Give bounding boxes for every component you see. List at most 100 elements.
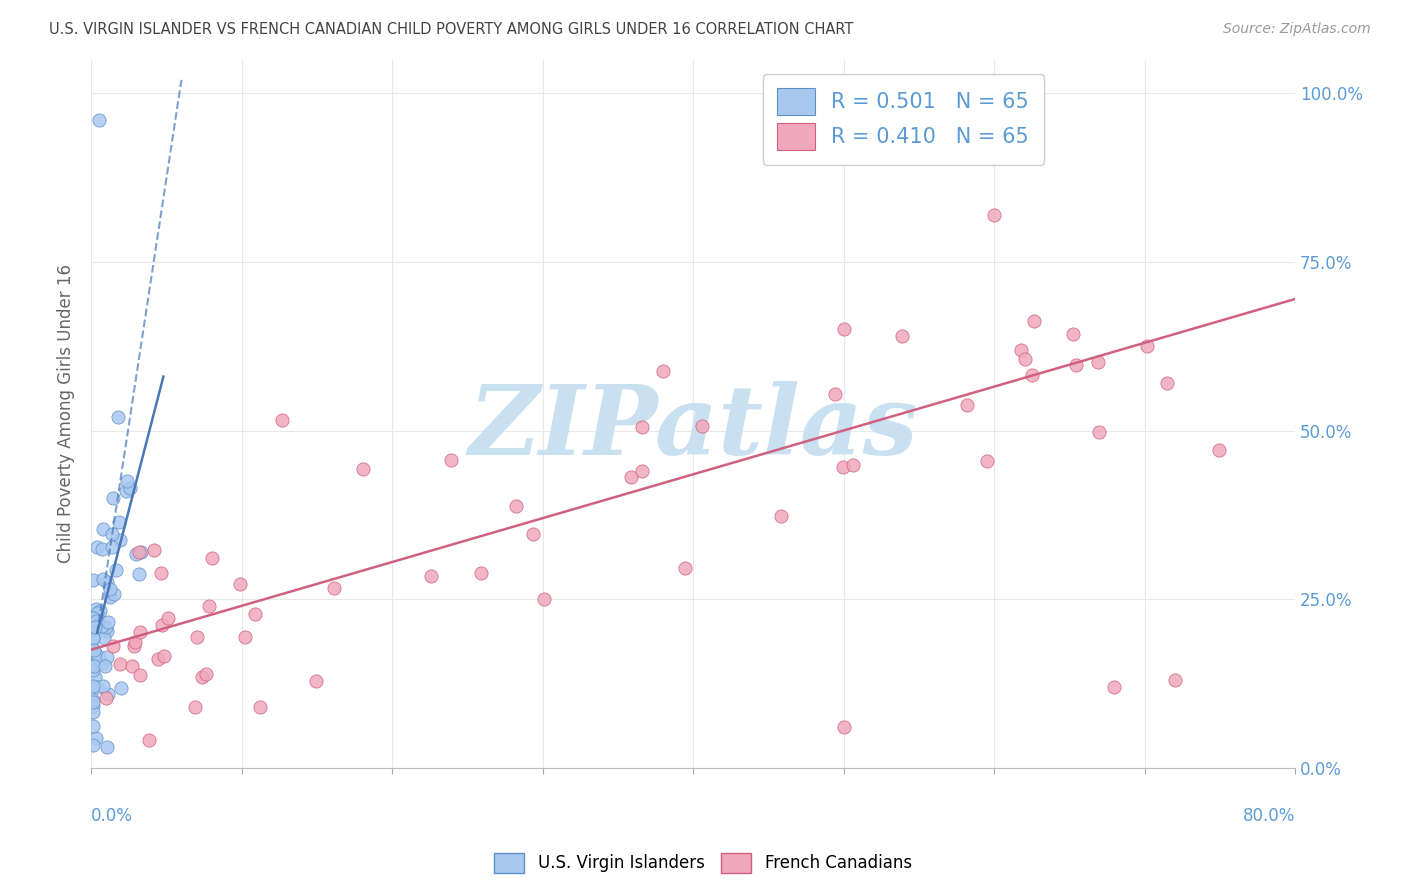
Point <box>82 718 104 732</box>
Point <box>82 705 104 719</box>
Point <box>108 657 131 672</box>
Point <box>229 576 252 591</box>
Text: 0.0%: 0.0% <box>91 806 134 824</box>
Point <box>305 673 328 688</box>
Point <box>420 569 443 583</box>
Point <box>831 460 853 475</box>
Point <box>82 642 104 657</box>
Point <box>1087 355 1109 369</box>
Point <box>146 652 169 666</box>
Point <box>82 573 104 587</box>
Point <box>84 731 107 746</box>
Point <box>128 668 150 682</box>
Point <box>129 545 152 559</box>
Point <box>91 679 114 693</box>
Point <box>94 690 117 705</box>
Point <box>82 692 104 706</box>
Legend: U.S. Virgin Islanders, French Canadians: U.S. Virgin Islanders, French Canadians <box>488 847 918 880</box>
Point <box>107 410 129 425</box>
Point <box>94 658 117 673</box>
Point <box>82 698 104 713</box>
Point <box>97 615 120 629</box>
Point <box>83 646 105 660</box>
Point <box>956 398 979 412</box>
Point <box>129 624 152 639</box>
Point <box>832 720 855 734</box>
Point <box>82 657 104 671</box>
Point <box>271 413 294 427</box>
Point <box>82 651 104 665</box>
Point <box>84 602 107 616</box>
Point <box>198 599 221 613</box>
Point <box>690 418 713 433</box>
Point <box>82 631 104 645</box>
Point <box>201 550 224 565</box>
Y-axis label: Child Poverty Among Girls Under 16: Child Poverty Among Girls Under 16 <box>58 264 75 563</box>
Point <box>983 208 1005 222</box>
Point <box>97 687 120 701</box>
Point <box>1088 425 1111 439</box>
Point <box>191 670 214 684</box>
Point <box>152 648 174 663</box>
Point <box>83 643 105 657</box>
Point <box>87 648 110 663</box>
Point <box>1136 339 1159 353</box>
Point <box>101 541 124 555</box>
Point <box>1062 326 1084 341</box>
Point <box>243 607 266 621</box>
Point <box>184 700 207 714</box>
Point <box>352 461 374 475</box>
Point <box>84 620 107 634</box>
Point <box>98 590 121 604</box>
Point <box>98 582 121 596</box>
Point <box>631 464 654 478</box>
Text: U.S. VIRGIN ISLANDER VS FRENCH CANADIAN CHILD POVERTY AMONG GIRLS UNDER 16 CORRE: U.S. VIRGIN ISLANDER VS FRENCH CANADIAN … <box>49 22 853 37</box>
Point <box>82 611 104 625</box>
Point <box>631 420 654 434</box>
Point <box>86 607 108 621</box>
Point <box>83 659 105 673</box>
Point <box>124 635 146 649</box>
Point <box>891 328 914 343</box>
Point <box>87 615 110 630</box>
Point <box>118 481 141 495</box>
Point <box>104 562 127 576</box>
Point <box>115 474 138 488</box>
Point <box>470 566 492 581</box>
Point <box>1163 673 1185 687</box>
Point <box>108 533 131 547</box>
Point <box>83 657 105 672</box>
Point <box>620 469 643 483</box>
Point <box>107 515 129 529</box>
Point <box>1022 314 1045 328</box>
Point <box>86 540 108 554</box>
Point <box>84 614 107 628</box>
Point <box>976 454 998 468</box>
Point <box>1104 680 1126 694</box>
Point <box>82 695 104 709</box>
Point <box>186 630 208 644</box>
Point <box>122 640 145 654</box>
Point <box>138 733 160 747</box>
Point <box>82 739 104 753</box>
Point <box>824 387 846 401</box>
Point <box>101 526 124 541</box>
Point <box>91 522 114 536</box>
Point <box>90 657 112 671</box>
Point <box>842 458 865 472</box>
Point <box>110 681 132 695</box>
Point <box>83 670 105 684</box>
Point <box>652 364 675 378</box>
Point <box>96 624 118 638</box>
Point <box>1021 368 1043 383</box>
Point <box>124 547 146 561</box>
Point <box>505 499 527 513</box>
Point <box>101 491 124 505</box>
Point <box>82 611 104 625</box>
Point <box>143 542 166 557</box>
Point <box>82 631 104 645</box>
Point <box>90 618 112 632</box>
Point <box>87 113 110 128</box>
Point <box>86 680 108 694</box>
Text: 80.0%: 80.0% <box>1243 806 1295 824</box>
